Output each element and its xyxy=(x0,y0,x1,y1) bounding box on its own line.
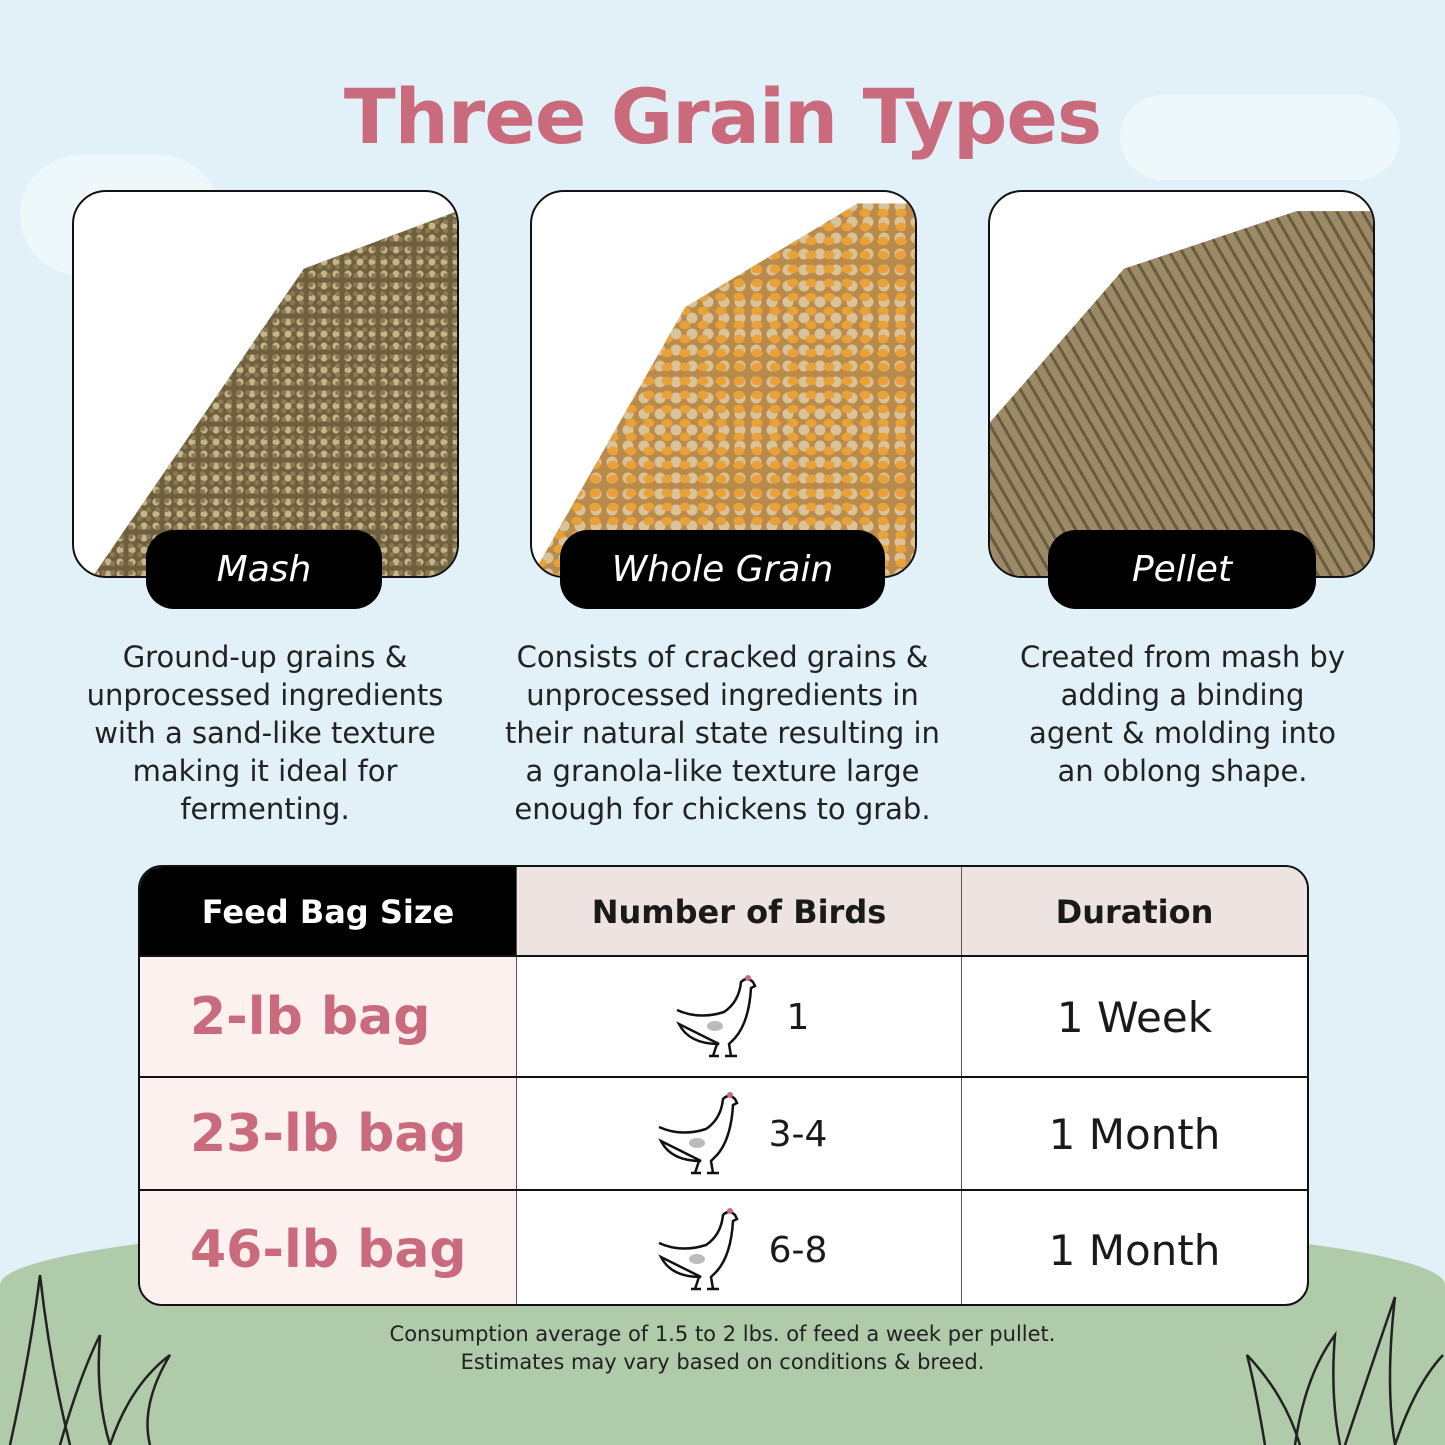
mash-label: Mash xyxy=(146,530,382,609)
footnote-line: Consumption average of 1.5 to 2 lbs. of … xyxy=(389,1322,1056,1346)
table-row: 23-lb bag 3-4 1 Month xyxy=(140,1076,1307,1190)
footnote: Consumption average of 1.5 to 2 lbs. of … xyxy=(0,1320,1445,1376)
duration: 1 Week xyxy=(1056,992,1213,1042)
whole-grain-image xyxy=(530,190,917,578)
mash-description: Ground-up grains & unprocessed ingredien… xyxy=(86,640,444,826)
grass-left xyxy=(8,1275,172,1445)
chicken-icon xyxy=(669,972,759,1062)
bag-size: 2-lb bag xyxy=(140,957,517,1077)
grass-right xyxy=(1245,1296,1444,1445)
bird-count: 3-4 xyxy=(768,1113,828,1155)
mash-image xyxy=(72,190,459,578)
whole-grain-description: Consists of cracked grains & unprocessed… xyxy=(505,640,940,826)
pellet-description: Created from mash by adding a binding ag… xyxy=(1020,640,1345,788)
pellet-label: Pellet xyxy=(1048,530,1316,609)
table-row: 46-lb bag 6-8 1 Month xyxy=(140,1189,1307,1304)
chicken-icon xyxy=(651,1205,741,1295)
chicken-icon xyxy=(651,1089,741,1179)
header-bag-size: Feed Bag Size xyxy=(140,867,517,957)
bird-count: 1 xyxy=(786,996,810,1038)
bag-size: 46-lb bag xyxy=(140,1191,517,1304)
footnote-line: Estimates may vary based on conditions &… xyxy=(460,1350,985,1374)
cloud xyxy=(1120,95,1400,180)
feed-table: Feed Bag Size Number of Birds Duration 2… xyxy=(138,865,1309,1306)
whole-grain-label: Whole Grain xyxy=(560,530,885,609)
table-header: Feed Bag Size Number of Birds Duration xyxy=(140,867,1307,957)
bird-count: 6-8 xyxy=(768,1229,828,1271)
pellet-image xyxy=(988,190,1375,578)
header-birds: Number of Birds xyxy=(517,867,962,957)
table-row: 2-lb bag 1 1 Week xyxy=(140,955,1307,1077)
duration: 1 Month xyxy=(1048,1109,1221,1159)
page-title: Three Grain Types xyxy=(343,72,1102,161)
bag-size: 23-lb bag xyxy=(140,1078,517,1190)
header-duration: Duration xyxy=(962,867,1307,957)
duration: 1 Month xyxy=(1048,1225,1221,1275)
